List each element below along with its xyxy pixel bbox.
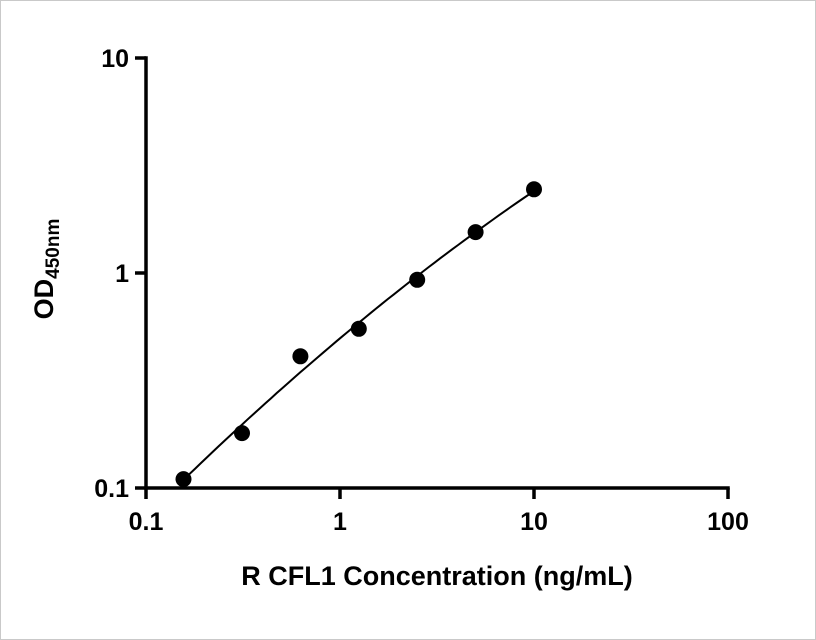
data-point <box>467 224 484 241</box>
data-point <box>409 271 426 288</box>
x-axis-title: R CFL1 Concentration (ng/mL) <box>241 561 632 591</box>
y-axis-title-main: OD <box>29 279 59 320</box>
y-tick-label: 10 <box>101 45 129 73</box>
series-layer <box>175 181 542 488</box>
data-point <box>526 181 542 198</box>
data-point <box>175 471 192 488</box>
y-tick-label: 0.1 <box>94 475 129 503</box>
y-tick-label: 1 <box>115 260 129 288</box>
axes-layer: 0.1 1 10 100 0.1 1 10 <box>94 45 749 536</box>
y-axis-title: OD450nm <box>29 219 64 320</box>
x-tick-label: 10 <box>520 508 548 536</box>
data-point <box>292 348 309 365</box>
x-tick-label: 1 <box>333 508 347 536</box>
x-tick-label: 100 <box>707 508 749 536</box>
y-axis-title-sub: 450nm <box>43 219 64 279</box>
axis-spine <box>144 56 730 490</box>
x-tick-label: 0.1 <box>129 508 164 536</box>
data-point <box>234 425 250 442</box>
data-point <box>350 320 367 337</box>
